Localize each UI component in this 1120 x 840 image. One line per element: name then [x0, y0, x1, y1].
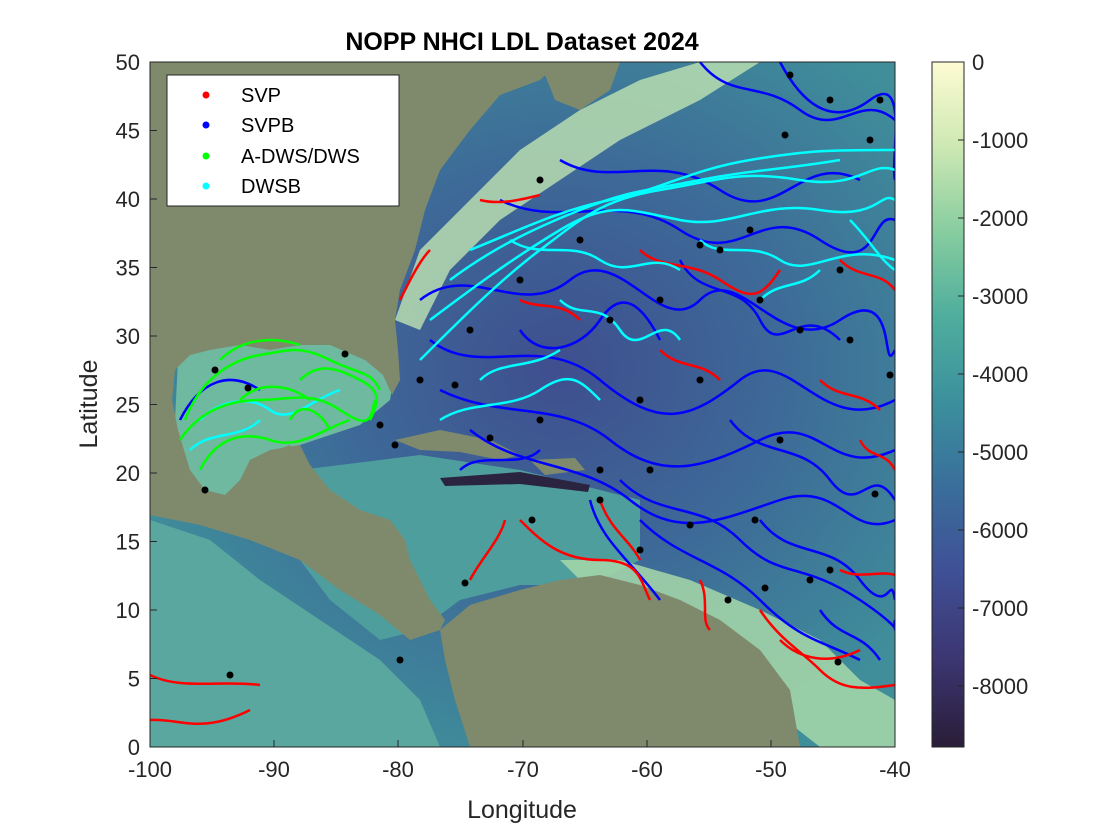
- y-tick-label: 40: [116, 187, 140, 212]
- colorbar-tick-label: -5000: [972, 440, 1028, 465]
- y-axis: [150, 61, 157, 748]
- x-tick-label: -80: [382, 757, 414, 782]
- pacific-shelf: [150, 520, 440, 747]
- drifter-endpoints: [201, 71, 894, 679]
- y-tick-label: 35: [116, 256, 140, 281]
- south-america-land: [440, 575, 800, 747]
- nova-scotia-land: [540, 62, 620, 110]
- legend: SVP SVPB A-DWS/DWS DWSB: [166, 74, 400, 207]
- y-tick-label: 10: [116, 598, 140, 623]
- x-tick-label: -70: [507, 757, 539, 782]
- yucatan-land: [250, 445, 305, 500]
- a-dws-tracks: [178, 338, 382, 471]
- legend-marker-a-dws: [202, 152, 210, 160]
- x-tick-label: -60: [631, 757, 663, 782]
- y-axis-title: Latitude: [75, 360, 103, 449]
- y-tick-label: 5: [128, 667, 140, 692]
- colorbar-gradient: [931, 61, 965, 748]
- x-tick-label: -40: [879, 757, 911, 782]
- x-tick-label: -90: [258, 757, 290, 782]
- legend-marker-svp: [202, 91, 210, 99]
- x-axis-title: Longitude: [467, 796, 577, 824]
- x-tick-label: -100: [128, 757, 172, 782]
- colorbar-tick-label: -2000: [972, 206, 1028, 231]
- dwsb-tracks: [189, 148, 895, 451]
- y-tick-label: 20: [116, 461, 140, 486]
- puerto-rico-trench: [440, 472, 590, 492]
- cuba-land: [395, 430, 520, 460]
- legend-marker-dwsb: [202, 182, 210, 190]
- legend-marker-svpb: [202, 121, 210, 129]
- colorbar-tick-label: -3000: [972, 284, 1028, 309]
- colorbar-tick-label: -1000: [972, 128, 1028, 153]
- colorbar: 0 -1000 -2000 -3000 -4000 -5000 -6000 -7…: [931, 50, 1028, 748]
- colorbar-tick-label: 0: [972, 50, 984, 75]
- x-axis: [149, 740, 896, 747]
- y-tick-labels: 0 5 10 15 20 25 30 35 40 45 50: [116, 50, 140, 760]
- plot-title: NOPP NHCI LDL Dataset 2024: [345, 28, 698, 56]
- legend-label-svp: SVP: [241, 85, 281, 107]
- x-tick-labels: -100 -90 -80 -70 -60 -50 -40: [128, 757, 911, 782]
- y-tick-label: 50: [116, 50, 140, 75]
- shelf-east-coast: [395, 62, 760, 330]
- legend-label-a-dws: A-DWS/DWS: [241, 146, 360, 168]
- svp-tracks: [150, 193, 895, 726]
- x-tick-label: -50: [755, 757, 787, 782]
- y-tick-label: 25: [116, 393, 140, 418]
- legend-label-svpb: SVPB: [241, 115, 294, 137]
- colorbar-tick-label: -4000: [972, 362, 1028, 387]
- y-tick-label: 45: [116, 119, 140, 144]
- y-tick-label: 0: [128, 735, 140, 760]
- legend-label-dwsb: DWSB: [241, 176, 301, 198]
- colorbar-tick-label: -8000: [972, 674, 1028, 699]
- colorbar-tick-label: -7000: [972, 596, 1028, 621]
- y-tick-label: 15: [116, 530, 140, 555]
- colorbar-tick-label: -6000: [972, 518, 1028, 543]
- y-tick-label: 30: [116, 324, 140, 349]
